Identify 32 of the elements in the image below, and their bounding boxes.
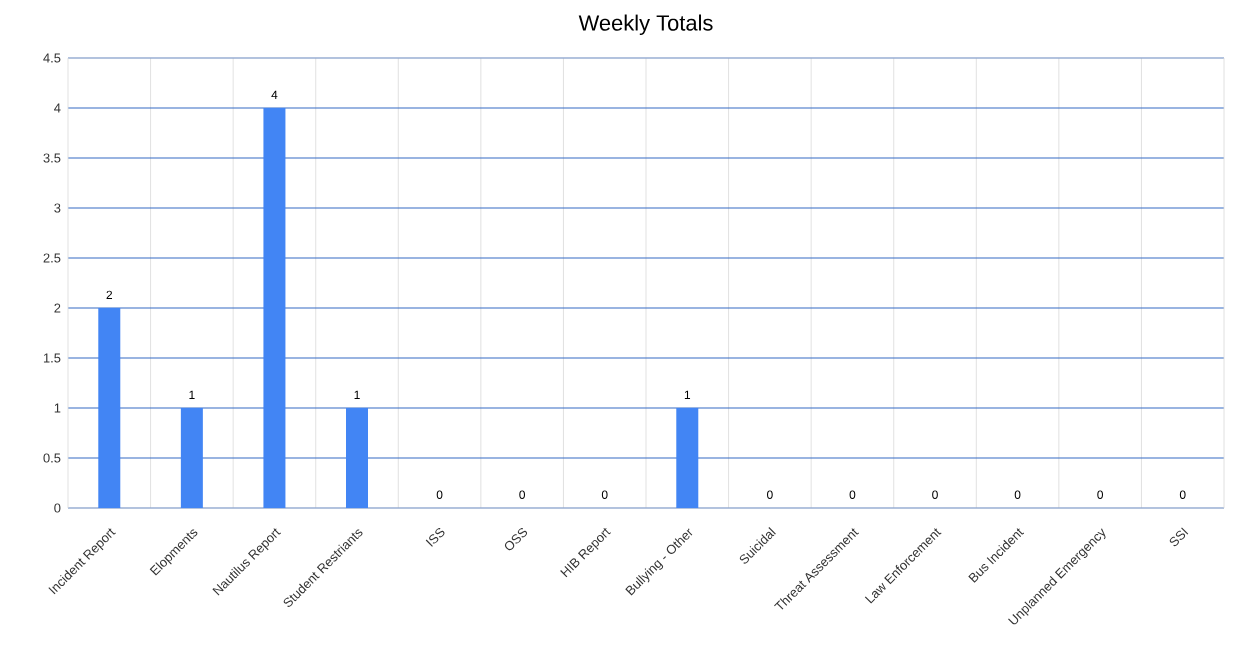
data-label: 0: [436, 490, 443, 499]
data-label: 1: [189, 390, 195, 399]
y-tick-label: 2.5: [43, 253, 61, 263]
y-tick-label: 4: [54, 103, 61, 113]
data-label: 2: [106, 290, 113, 299]
data-label: 0: [519, 490, 526, 499]
y-tick-label: 0.5: [43, 453, 61, 463]
data-label: 0: [849, 490, 856, 499]
y-tick-label: 3: [54, 203, 61, 213]
data-label: 0: [1097, 490, 1104, 499]
y-tick-label: 1: [54, 403, 61, 413]
data-label: 1: [684, 390, 691, 399]
bar: [346, 408, 368, 508]
bar: [676, 408, 699, 508]
data-label: 0: [1014, 490, 1021, 499]
data-label: 0: [767, 490, 773, 499]
data-label: 0: [601, 490, 608, 499]
bar: [180, 408, 203, 508]
y-tick-label: 0: [54, 503, 61, 513]
data-label: 4: [271, 90, 278, 99]
y-tick-label: 1.5: [43, 353, 61, 363]
chart-title: Weekly Totals: [578, 14, 713, 36]
bar: [263, 108, 286, 508]
data-label: 0: [1179, 490, 1186, 499]
y-tick-label: 3.5: [43, 153, 61, 163]
data-label: 1: [354, 390, 360, 399]
y-tick-label: 4.5: [43, 53, 61, 63]
y-tick-label: 2: [54, 303, 61, 313]
x-tick-label: ISS: [425, 528, 445, 547]
bar: [98, 308, 121, 508]
data-label: 0: [932, 490, 938, 499]
x-tick-label: SSI: [1169, 527, 1189, 547]
